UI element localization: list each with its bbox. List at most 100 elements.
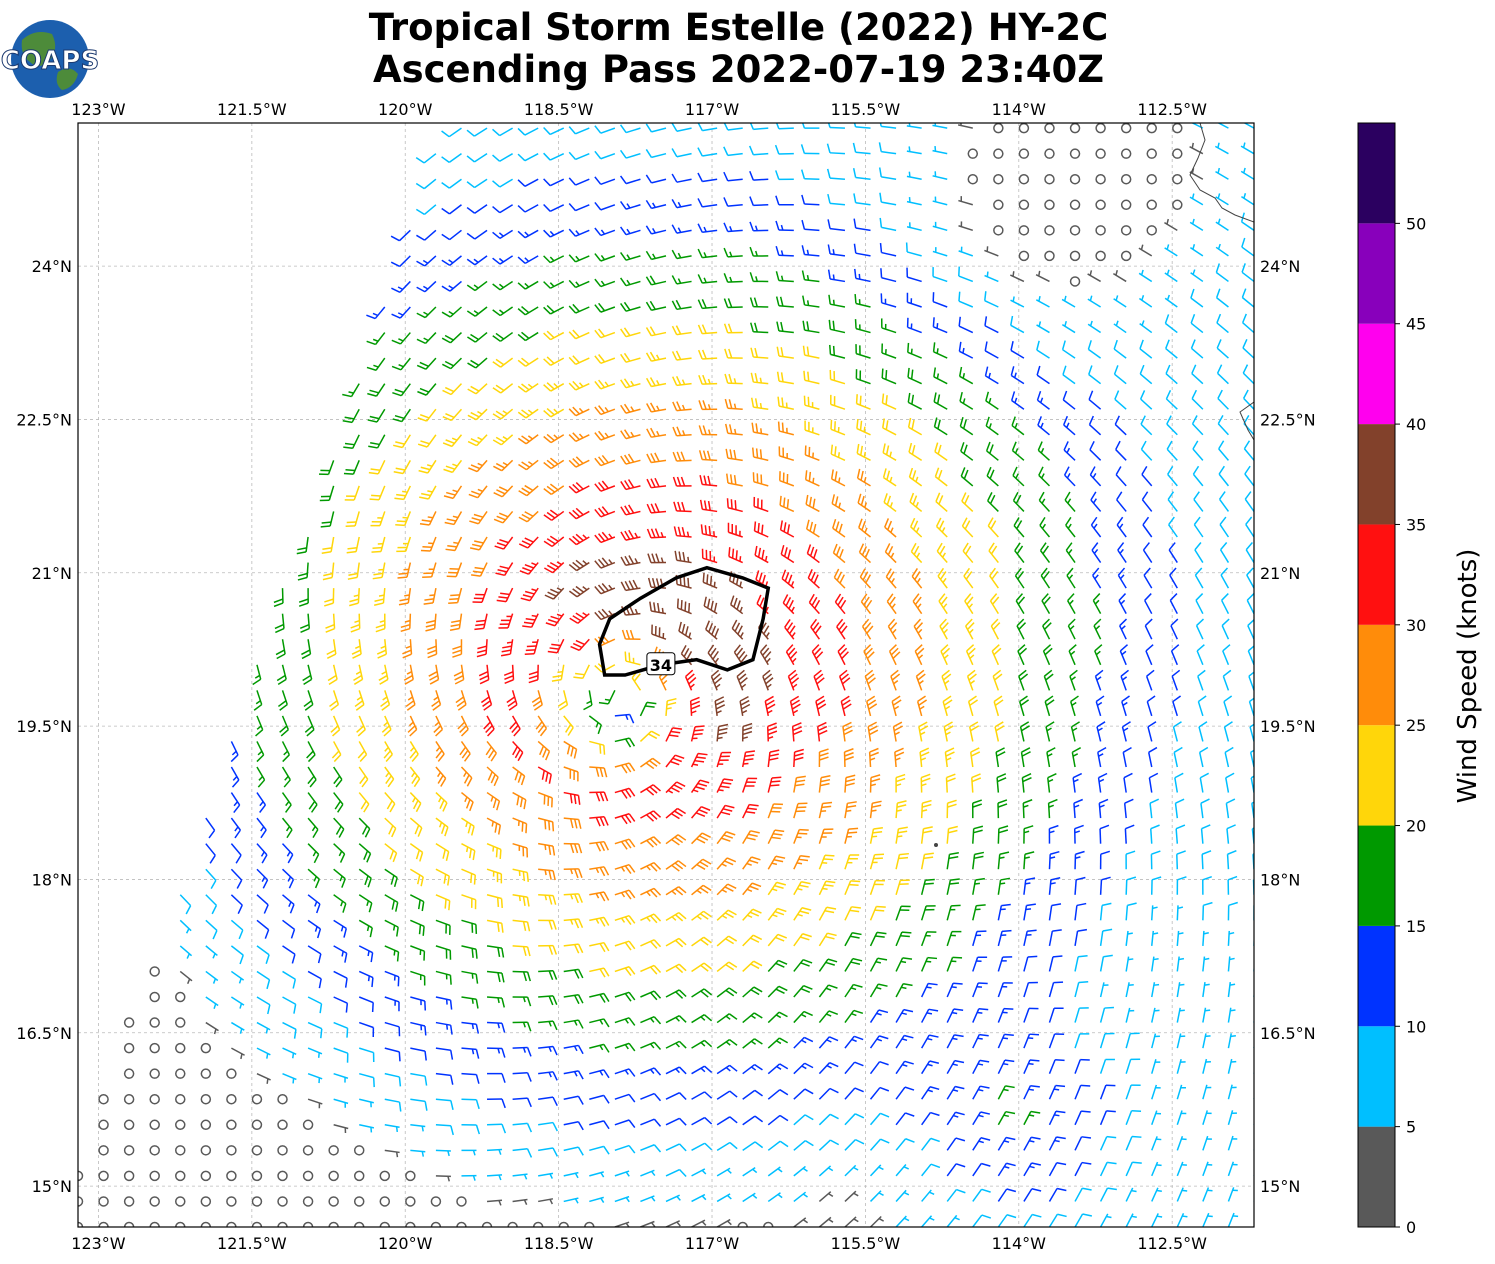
wind-barb [840, 695, 852, 717]
barb-flag [868, 703, 878, 710]
barb-flag [603, 745, 606, 755]
barb-staff [589, 1145, 604, 1152]
wind-barb [405, 1196, 416, 1207]
wind-barb [730, 595, 744, 615]
barb-flag [730, 595, 735, 605]
barb-flag [406, 704, 416, 711]
barb-flag [1197, 695, 1207, 703]
barb-flag [523, 799, 527, 810]
barb-flag [928, 1008, 939, 1012]
barb-flag [1098, 772, 1108, 779]
barb-staff [1098, 803, 1102, 819]
barb-staff [1117, 549, 1127, 563]
wind-barb [805, 519, 820, 538]
wind-barb [445, 536, 463, 552]
barb-flag [371, 1002, 374, 1013]
wind-barb [446, 562, 463, 578]
barb-flag [523, 621, 534, 625]
barb-flag [912, 495, 918, 505]
barb-staff [1246, 574, 1254, 589]
barb-flag [577, 1095, 584, 1105]
wind-barb [1090, 516, 1102, 538]
wind-barb [895, 905, 911, 921]
wind-barb [403, 664, 414, 685]
barb-flag [858, 518, 863, 528]
barb-half-flag [1092, 498, 1097, 504]
barb-staff [614, 1068, 630, 1075]
barb-half-flag [287, 876, 292, 882]
barb-flag [740, 654, 748, 663]
barb-flag [209, 854, 216, 864]
wind-barb [226, 1170, 237, 1182]
wind-barb [837, 644, 849, 666]
wind-barb [997, 1033, 1014, 1049]
barb-flag [816, 677, 825, 685]
barb-half-flag [777, 1193, 783, 1199]
barb-staff [358, 817, 371, 830]
barb-flag [948, 829, 958, 834]
barb-flag [712, 673, 721, 681]
wind-barb [583, 690, 593, 711]
barb-staff [895, 1035, 905, 1049]
barb-half-flag [689, 683, 695, 689]
barb-flag [1117, 567, 1126, 576]
barb-flag [577, 943, 584, 954]
barb-half-flag [944, 705, 951, 710]
wind-barb [921, 1189, 935, 1202]
barb-staff [1218, 498, 1230, 512]
barb-flag [883, 493, 888, 503]
barb-flag [442, 802, 448, 812]
wind-barb [946, 852, 959, 870]
barb-half-flag [771, 862, 778, 866]
wind-barb [869, 1190, 884, 1202]
barb-flag [500, 653, 511, 657]
barb-half-flag [826, 1064, 832, 1069]
barb-staff [512, 1097, 528, 1100]
barb-flag [343, 472, 354, 475]
wind-barb [282, 970, 297, 989]
barb-flag [884, 543, 891, 553]
barb-flag [526, 946, 531, 957]
barb-half-flag [716, 710, 722, 714]
barb-flag [526, 872, 529, 882]
wind-barb [402, 639, 413, 659]
wind-barb [793, 907, 812, 921]
barb-flag [898, 856, 909, 860]
wind-barb [1146, 695, 1156, 717]
wind-barb [435, 792, 448, 812]
calm-circle [200, 1170, 212, 1182]
barb-staff [333, 919, 347, 930]
barb-half-flag [1122, 701, 1128, 706]
barb-flag [624, 530, 631, 540]
barb-flag [412, 800, 419, 810]
barb-flag [329, 700, 338, 708]
barb-flag [463, 753, 471, 762]
wind-barb [481, 1221, 493, 1227]
barb-flag [387, 778, 395, 788]
barb-staff [945, 777, 948, 793]
wind-barb [691, 884, 712, 896]
barb-staff [354, 511, 360, 527]
barb-half-flag [968, 628, 974, 634]
wind-barb [459, 741, 471, 762]
barb-staff [435, 1072, 451, 1077]
wind-barb [941, 669, 952, 691]
barb-flag [603, 767, 608, 778]
barb-flag [1141, 491, 1149, 501]
barb-half-flag [518, 895, 521, 902]
wind-barb [1169, 593, 1178, 615]
barb-staff [767, 959, 779, 972]
wind-barb [468, 485, 488, 499]
barb-flag [678, 886, 687, 894]
barb-flag [493, 492, 503, 498]
barb-flag [908, 467, 914, 478]
barb-flag [628, 940, 636, 950]
barb-staff [844, 1035, 855, 1049]
barb-flag [1227, 850, 1237, 855]
barb-half-flag [435, 746, 441, 752]
barb-flag [893, 725, 903, 732]
barb-staff [1141, 499, 1153, 512]
barb-flag [708, 622, 714, 633]
barb-staff [614, 940, 630, 947]
wind-barb [589, 1196, 605, 1203]
